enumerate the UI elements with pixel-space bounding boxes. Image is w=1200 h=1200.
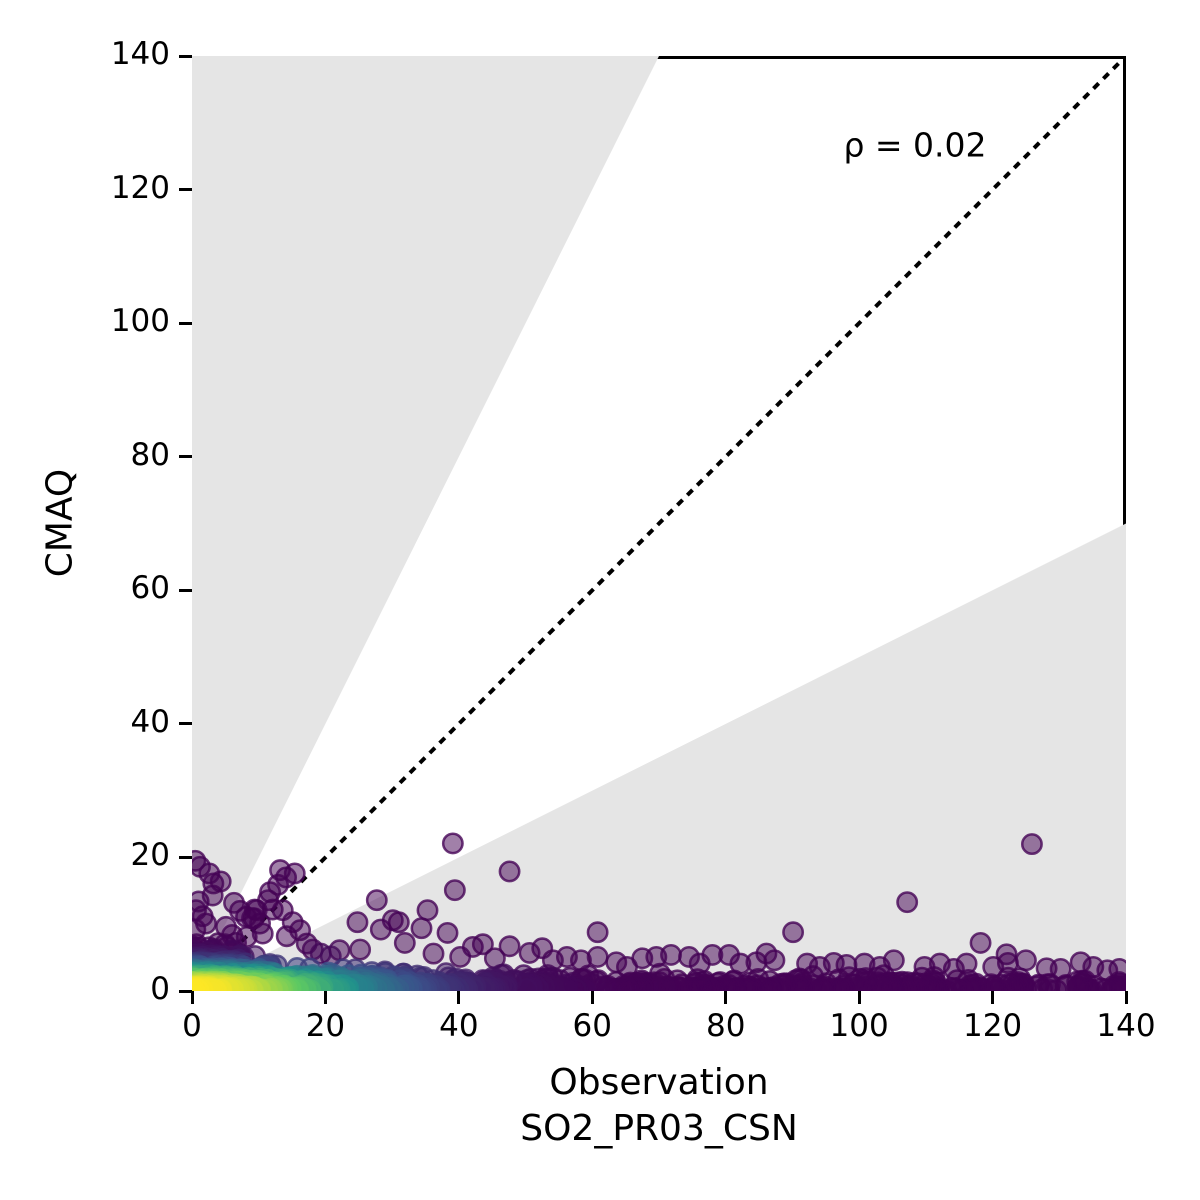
x-tick-label: 140 <box>1096 1008 1156 1044</box>
x-tick-label: 40 <box>439 1008 479 1044</box>
y-tick-mark <box>179 321 192 325</box>
factor-of-2-wedge <box>192 56 659 991</box>
y-axis-label: CMAQ <box>39 468 81 578</box>
scatter-point <box>346 911 369 934</box>
y-tick-label: 40 <box>130 703 170 740</box>
scatter-point <box>393 931 416 954</box>
y-tick-mark <box>179 855 192 859</box>
scatter-point <box>436 921 459 944</box>
y-tick-label: 140 <box>110 36 170 72</box>
x-tick-label: 0 <box>182 1008 202 1044</box>
scatter-point <box>443 879 466 902</box>
y-tick-label: 60 <box>130 570 170 607</box>
x-tick-label: 60 <box>572 1008 612 1044</box>
scatter-point <box>365 889 388 912</box>
y-tick-mark <box>179 722 192 726</box>
x-axis-label: Observation SO2_PR03_CSN <box>520 1060 798 1152</box>
scatter-point <box>1069 951 1092 974</box>
y-tick-mark <box>179 188 192 192</box>
scatter-point <box>416 899 439 922</box>
identity-line <box>192 56 1126 991</box>
scatter-point <box>1020 833 1043 856</box>
x-tick-label: 120 <box>962 1008 1023 1044</box>
scatter-point <box>586 921 609 944</box>
x-tick-mark <box>857 991 861 1004</box>
scatter-point <box>763 949 786 972</box>
y-tick-label: 100 <box>110 303 170 340</box>
y-tick-label: 0 <box>150 971 170 1007</box>
scatter-point <box>969 931 992 954</box>
scatter-point <box>275 925 298 948</box>
x-tick-mark <box>323 991 327 1004</box>
one-to-one-line <box>192 56 1126 991</box>
scatter-point <box>449 945 472 968</box>
scatter-point <box>410 917 433 940</box>
scatter-point <box>387 911 410 934</box>
scatter-point <box>896 891 919 914</box>
scatter-point <box>441 832 464 855</box>
x-tick-label: 20 <box>305 1008 346 1044</box>
x-axis-label-line1: Observation <box>549 1062 769 1103</box>
x-axis-label-line2: SO2_PR03_CSN <box>520 1108 798 1150</box>
y-tick-label: 20 <box>130 837 170 874</box>
scatter-points <box>192 832 1126 991</box>
scatter-point <box>498 935 521 958</box>
x-tick-mark <box>457 991 461 1004</box>
x-tick-mark <box>1124 991 1128 1004</box>
plot-canvas <box>192 56 1126 991</box>
x-tick-mark <box>590 991 594 1004</box>
scatter-point <box>518 941 541 964</box>
scatter-point <box>782 921 805 944</box>
scatter-point <box>422 942 445 965</box>
y-tick-mark <box>179 54 192 58</box>
scatter-point <box>498 860 521 883</box>
y-tick-mark <box>179 588 192 592</box>
factor-of-2-shading <box>192 56 1126 991</box>
correlation-annotation: ρ = 0.02 <box>843 125 987 165</box>
x-tick-mark <box>190 991 194 1004</box>
y-tick-mark <box>179 989 192 993</box>
x-tick-label: 80 <box>705 1008 746 1044</box>
factor-of-2-wedge <box>192 523 1126 991</box>
scatter-point <box>349 938 372 961</box>
scatter-point <box>192 979 205 991</box>
x-tick-label: 100 <box>829 1008 889 1044</box>
y-tick-label: 120 <box>110 169 170 206</box>
y-tick-label: 80 <box>130 436 170 473</box>
x-tick-mark <box>991 991 995 1004</box>
scatter-point <box>1014 949 1037 972</box>
x-tick-mark <box>724 991 728 1004</box>
y-tick-mark <box>179 455 192 459</box>
scatter-point <box>369 918 392 941</box>
